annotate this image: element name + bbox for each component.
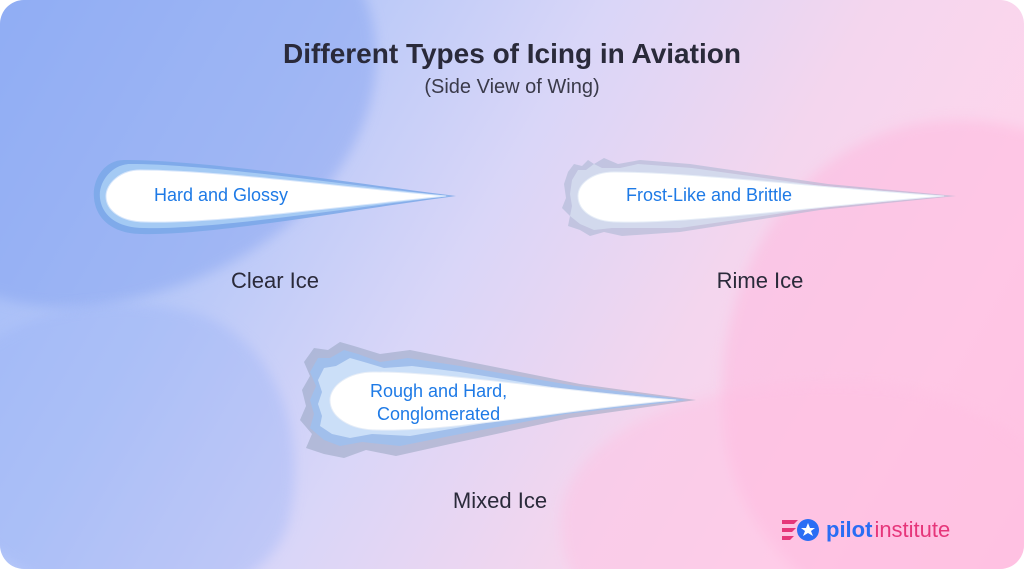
bg-blob-1 (0, 266, 327, 569)
logo-wings-icon (780, 516, 820, 544)
logo-word-pilot: pilot (826, 517, 872, 543)
wing-name-mixed-ice: Mixed Ice (300, 488, 700, 514)
wing-desc-mixed-ice: Rough and Hard, Conglomerated (370, 380, 507, 425)
infographic-canvas: Different Types of Icing in Aviation (Sid… (0, 0, 1024, 569)
wing-name-rime-ice: Rime Ice (560, 268, 960, 294)
wing-desc-rime-ice: Frost-Like and Brittle (626, 184, 792, 207)
subtitle-block: (Side View of Wing) (0, 76, 1024, 99)
title-block: Different Types of Icing in Aviation (0, 38, 1024, 70)
wing-mixed-ice: Rough and Hard, ConglomeratedMixed Ice (300, 340, 700, 460)
logo-word-institute: institute (874, 517, 950, 543)
wing-name-clear-ice: Clear Ice (90, 268, 460, 294)
wing-desc-clear-ice: Hard and Glossy (154, 184, 288, 207)
page-title: Different Types of Icing in Aviation (0, 38, 1024, 70)
wing-clear-ice: Hard and GlossyClear Ice (90, 150, 460, 242)
brand-logo: pilotinstitute (780, 516, 950, 544)
wing-rime-ice: Frost-Like and BrittleRime Ice (560, 150, 960, 242)
page-subtitle: (Side View of Wing) (0, 76, 1024, 99)
